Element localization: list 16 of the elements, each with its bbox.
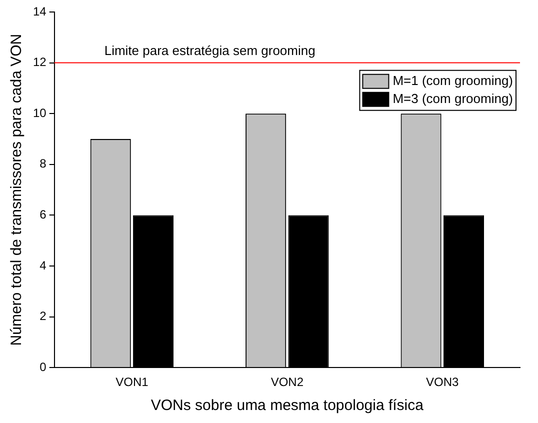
legend-label: M=3 (com grooming): [392, 91, 514, 106]
y-axis-title: Número total de transmissores para cada VON: [8, 34, 26, 346]
x-tick-label: VON3: [426, 375, 460, 390]
y-tick-label: 10: [32, 106, 47, 120]
x-tick-label: VON1: [116, 375, 149, 390]
legend-label: M=1 (com grooming): [392, 73, 514, 88]
y-tick-label: 12: [32, 55, 47, 70]
x-axis-title: VONs sobre uma mesma topologia física: [150, 397, 424, 414]
x-tick-label: VON2: [270, 375, 304, 390]
y-tick-label: 8: [40, 156, 47, 171]
y-tick-label: 14: [32, 4, 47, 18]
y-tick-label: 6: [40, 208, 47, 222]
y-tick-label: 2: [40, 309, 47, 324]
y-tick-label: 0: [40, 360, 47, 374]
ref-line-label: Limite para estratégia sem grooming: [104, 42, 316, 58]
y-tick-label: 4: [40, 258, 47, 272]
